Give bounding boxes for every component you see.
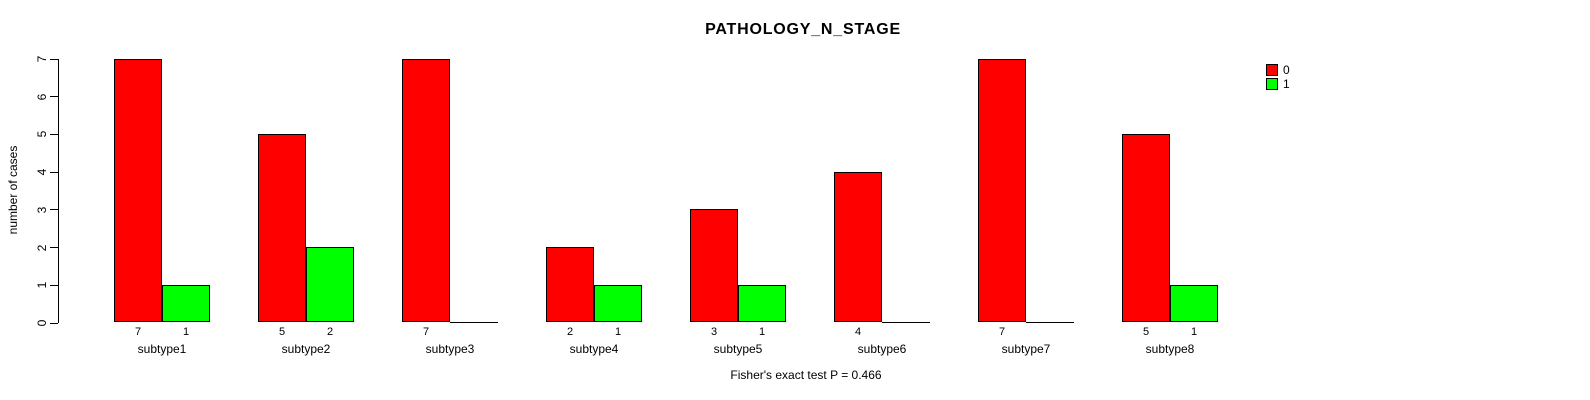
y-tick bbox=[50, 284, 58, 286]
zero-bar-line-1-subtype6 bbox=[882, 321, 930, 323]
bar-value-label: 1 bbox=[182, 326, 190, 338]
x-category-label: subtype2 bbox=[281, 342, 331, 356]
bar-0-subtype7 bbox=[978, 58, 1026, 323]
x-category-label: subtype1 bbox=[137, 342, 187, 356]
bar-0-subtype1 bbox=[114, 58, 162, 323]
x-category-label: subtype4 bbox=[569, 342, 619, 356]
bar-value-label: 5 bbox=[1142, 326, 1150, 338]
bar-0-subtype6 bbox=[834, 171, 882, 323]
bar-0-subtype2 bbox=[258, 133, 306, 323]
legend-item-label: 1 bbox=[1283, 77, 1290, 91]
bar-value-label: 5 bbox=[278, 326, 286, 338]
x-category-label: subtype3 bbox=[425, 342, 475, 356]
y-tick-label: 6 bbox=[35, 93, 49, 101]
x-category-label: subtype8 bbox=[1145, 342, 1195, 356]
y-tick-label: 4 bbox=[35, 168, 49, 176]
y-tick bbox=[50, 58, 58, 60]
bar-1-subtype5 bbox=[738, 284, 786, 323]
bar-value-label: 2 bbox=[566, 326, 574, 338]
bar-value-label: 7 bbox=[134, 326, 142, 338]
y-tick bbox=[50, 209, 58, 211]
bar-1-subtype4 bbox=[594, 284, 642, 323]
bar-0-subtype8 bbox=[1122, 133, 1170, 323]
y-tick-label: 5 bbox=[35, 131, 49, 138]
bar-value-label: 1 bbox=[758, 326, 766, 338]
bar-value-label: 7 bbox=[422, 326, 430, 338]
y-tick-label: 2 bbox=[35, 244, 49, 251]
x-category-label: subtype5 bbox=[713, 342, 763, 356]
legend-swatch-0 bbox=[1266, 64, 1278, 76]
legend-item-label: 0 bbox=[1283, 63, 1290, 77]
legend-swatch-1 bbox=[1266, 78, 1278, 90]
bar-value-label: 1 bbox=[1190, 326, 1198, 338]
bar-value-label: 4 bbox=[854, 326, 862, 338]
bar-0-subtype5 bbox=[690, 209, 738, 323]
x-category-label: subtype6 bbox=[857, 342, 907, 356]
y-tick bbox=[50, 322, 58, 324]
legend-item: 0 bbox=[1266, 63, 1290, 77]
y-tick bbox=[50, 247, 58, 249]
bar-0-subtype3 bbox=[402, 58, 450, 323]
y-tick-label: 0 bbox=[35, 319, 49, 327]
y-tick bbox=[50, 133, 58, 135]
y-tick bbox=[50, 171, 58, 173]
bar-1-subtype1 bbox=[162, 284, 210, 323]
zero-bar-line-1-subtype3 bbox=[450, 321, 498, 323]
bar-1-subtype8 bbox=[1170, 284, 1218, 323]
legend-item: 1 bbox=[1266, 77, 1290, 91]
y-tick-label: 7 bbox=[35, 55, 49, 63]
y-tick-label: 1 bbox=[35, 281, 49, 289]
y-axis-line bbox=[58, 58, 59, 324]
fisher-test-annotation: Fisher's exact test P = 0.466 bbox=[730, 368, 882, 382]
bar-1-subtype2 bbox=[306, 247, 354, 323]
zero-bar-line-1-subtype7 bbox=[1026, 321, 1074, 323]
bar-value-label: 1 bbox=[614, 326, 622, 338]
chart-title: PATHOLOGY_N_STAGE bbox=[705, 21, 901, 38]
y-tick bbox=[50, 96, 58, 98]
x-category-label: subtype7 bbox=[1001, 342, 1051, 356]
y-axis-label: number of cases bbox=[6, 145, 20, 235]
bar-value-label: 3 bbox=[710, 326, 718, 338]
bar-value-label: 2 bbox=[326, 326, 334, 338]
bar-0-subtype4 bbox=[546, 247, 594, 323]
y-tick-label: 3 bbox=[35, 206, 49, 214]
bar-value-label: 7 bbox=[998, 326, 1006, 338]
